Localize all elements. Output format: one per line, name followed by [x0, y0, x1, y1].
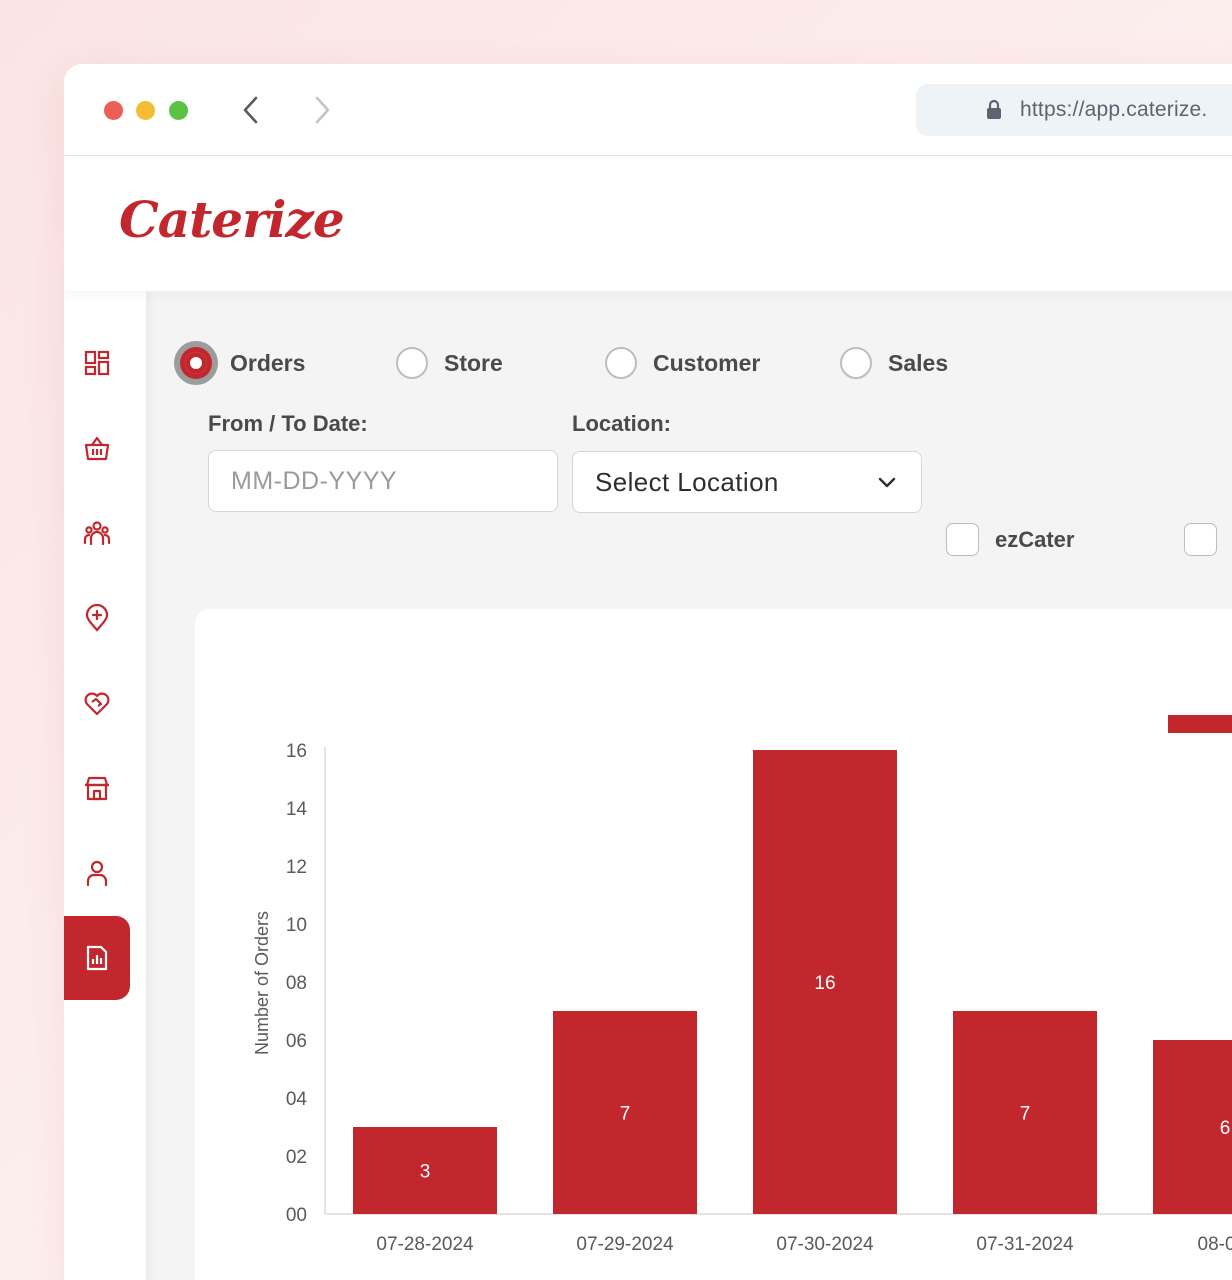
reports-content: Orders Store Customer Sales From / To Da…: [146, 291, 1232, 1280]
bar-value-label: 7: [620, 1104, 631, 1125]
radio-customer-label: Customer: [653, 349, 761, 376]
bar-value-label: 6: [1220, 1118, 1231, 1139]
legend-swatch[interactable]: [1168, 715, 1232, 733]
sidebar-item-locations[interactable]: [64, 576, 130, 660]
sidebar-item-orders[interactable]: [64, 406, 130, 490]
location-select-value: Select Location: [595, 466, 779, 497]
orders-chart-card: 00 02 04 06 08 10 12 14 16 3 7 16 7 6 07-28-2024 07-2…: [195, 609, 1232, 1280]
y-tick-label: 10: [286, 915, 307, 936]
location-select[interactable]: Select Location: [572, 451, 922, 513]
x-tick-label: 07-31-2024: [976, 1234, 1074, 1255]
browser-toolbar: https://app.caterize.: [64, 64, 1232, 156]
basket-icon: [84, 436, 110, 461]
sidebar-item-stores[interactable]: [64, 746, 130, 830]
minimize-window-button[interactable]: [136, 101, 155, 120]
bar[interactable]: [953, 1011, 1097, 1214]
x-tick-label: 07-29-2024: [576, 1234, 674, 1255]
location-add-icon: [85, 604, 109, 632]
lock-icon: [987, 99, 1001, 119]
user-icon: [86, 860, 108, 887]
bar-value-label: 16: [814, 973, 835, 994]
checkbox-ezcater-label: ezCater: [995, 526, 1075, 552]
sidebar: [64, 291, 146, 1280]
checkbox-second-source[interactable]: [1184, 523, 1232, 556]
y-axis-title: Number of Orders: [252, 911, 272, 1055]
radio-orders-label: Orders: [230, 349, 306, 376]
store-icon: [85, 776, 109, 801]
people-icon: [83, 521, 111, 546]
forward-arrow-icon[interactable]: [310, 94, 334, 126]
radio-customer-indicator[interactable]: [605, 347, 637, 379]
radio-orders-indicator[interactable]: [174, 341, 218, 385]
sidebar-item-dashboard[interactable]: [64, 321, 130, 405]
bar[interactable]: [553, 1011, 697, 1214]
address-bar[interactable]: https://app.caterize.: [916, 84, 1232, 136]
bar[interactable]: [753, 750, 897, 1214]
location-label: Location:: [572, 411, 671, 436]
x-tick-label: 07-30-2024: [776, 1234, 874, 1255]
date-range-label: From / To Date:: [208, 411, 368, 436]
y-tick-label: 04: [286, 1089, 308, 1110]
bar-value-label: 3: [420, 1162, 431, 1183]
bar[interactable]: [353, 1127, 497, 1214]
checkbox-ezcater[interactable]: ezCater: [946, 523, 1074, 556]
maximize-window-button[interactable]: [169, 101, 188, 120]
url-text: https://app.caterize.: [1020, 98, 1208, 121]
checkbox-second-source-box[interactable]: [1184, 523, 1217, 556]
y-tick-label: 00: [286, 1205, 307, 1226]
y-tick-label: 02: [286, 1147, 307, 1168]
browser-window: https://app.caterize. Caterize: [64, 64, 1232, 1280]
radio-store-label: Store: [444, 349, 503, 376]
radio-customer[interactable]: Customer: [605, 343, 760, 383]
back-arrow-icon[interactable]: [239, 94, 263, 126]
y-tick-label: 16: [286, 741, 307, 762]
y-tick-label: 06: [286, 1031, 307, 1052]
x-tick-label: 07-28-2024: [376, 1234, 474, 1255]
bar-value-label: 7: [1020, 1104, 1031, 1125]
radio-sales-indicator[interactable]: [840, 347, 872, 379]
report-chart-icon: [86, 945, 108, 971]
radio-store-indicator[interactable]: [396, 347, 428, 379]
y-tick-label: 14: [286, 799, 308, 820]
caterize-logo[interactable]: Caterize: [119, 190, 345, 249]
y-tick-label: 12: [286, 857, 307, 878]
radio-orders[interactable]: Orders: [174, 341, 306, 385]
close-window-button[interactable]: [104, 101, 123, 120]
radio-store[interactable]: Store: [396, 343, 503, 383]
sidebar-item-reports[interactable]: [64, 916, 130, 1000]
chevron-down-icon: [878, 477, 896, 488]
orders-bar-chart: 00 02 04 06 08 10 12 14 16 3 7 16 7 6 07-28-2024 07-2…: [252, 715, 1232, 1255]
radio-sales[interactable]: Sales: [840, 343, 948, 383]
radio-sales-label: Sales: [888, 349, 949, 376]
app-header: Caterize: [64, 156, 1232, 291]
heart-handshake-icon: [84, 692, 110, 716]
y-tick-label: 08: [286, 973, 307, 994]
x-tick-label: 08-01-: [1198, 1234, 1232, 1255]
sidebar-item-customers[interactable]: [64, 491, 130, 575]
checkbox-ezcater-box[interactable]: [946, 523, 979, 556]
sidebar-item-profile[interactable]: [64, 831, 130, 915]
sidebar-item-loyalty[interactable]: [64, 661, 130, 745]
date-range-input[interactable]: [208, 450, 558, 512]
dashboard-icon: [84, 350, 110, 376]
bar[interactable]: [1153, 1040, 1232, 1214]
